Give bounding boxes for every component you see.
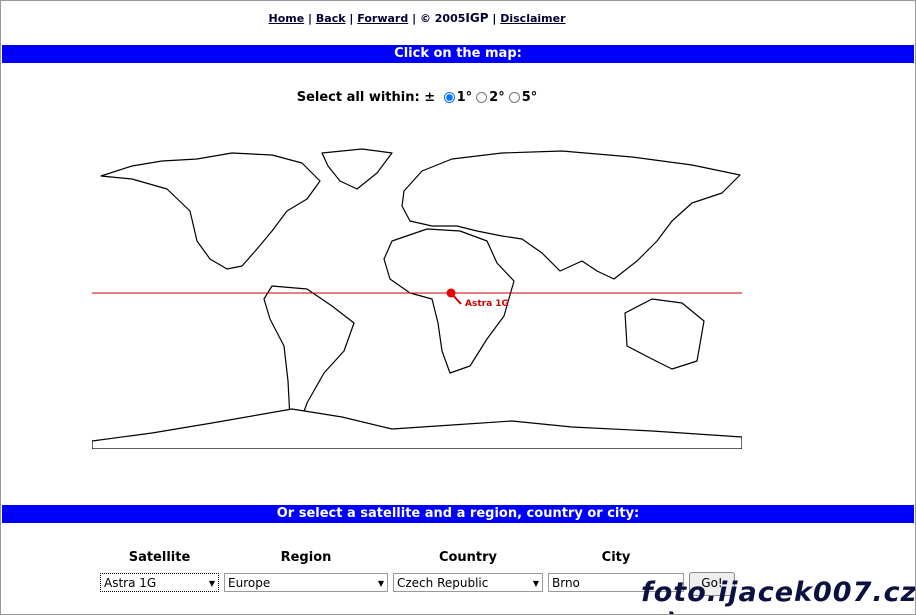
nav-link[interactable]: Disclaimer bbox=[500, 12, 566, 25]
radio-button[interactable] bbox=[476, 92, 488, 103]
continent bbox=[624, 298, 705, 370]
brand: IGP bbox=[465, 11, 489, 25]
field-label: Satellite bbox=[128, 550, 191, 565]
select-value: Astra 1G bbox=[104, 576, 157, 590]
radio-button[interactable] bbox=[508, 92, 520, 103]
city-input[interactable]: Brno bbox=[548, 573, 684, 592]
select-value: Czech Republic bbox=[397, 576, 489, 590]
separator: | bbox=[349, 12, 354, 25]
field-label: City bbox=[601, 550, 631, 565]
continent bbox=[401, 150, 741, 280]
nav-link[interactable]: Forward bbox=[357, 12, 409, 25]
radio-label: 1° bbox=[456, 90, 473, 105]
copyright: © 2005 bbox=[419, 12, 466, 25]
satellite-marker bbox=[446, 288, 456, 298]
region-select[interactable]: Europe ▼ bbox=[224, 573, 388, 592]
separator: | bbox=[308, 12, 313, 25]
country-select[interactable]: Czech Republic ▼ bbox=[393, 573, 543, 592]
go-button[interactable]: Go! bbox=[689, 572, 735, 596]
field-label: Region bbox=[280, 550, 332, 565]
separator: | bbox=[412, 12, 417, 25]
continent bbox=[263, 285, 355, 424]
continent bbox=[100, 152, 321, 270]
field-label: Country bbox=[438, 550, 498, 565]
radio-label: 5° bbox=[521, 90, 538, 105]
dropdown-arrow: ▼ bbox=[208, 579, 215, 588]
watermark: foto.ijacek007.cz :-) bbox=[641, 577, 916, 614]
separator: | bbox=[492, 12, 497, 25]
input-value: Brno bbox=[552, 576, 580, 590]
nav-link[interactable]: Back bbox=[315, 12, 346, 25]
world-map[interactable]: Astra 1G bbox=[92, 141, 742, 449]
continent bbox=[92, 408, 742, 449]
nav-link[interactable]: Home bbox=[268, 12, 305, 25]
radio-button[interactable] bbox=[443, 92, 455, 103]
dropdown-arrow: ▼ bbox=[532, 579, 539, 588]
radius-select: Select all within: ± 1° 2° 5° bbox=[1, 90, 833, 105]
continent bbox=[321, 148, 393, 190]
nav-bar: Home | Back | Forward | © 2005IGP | Disc… bbox=[1, 11, 833, 25]
dropdown-arrow: ▼ bbox=[377, 579, 384, 588]
continent bbox=[383, 228, 515, 374]
select-value: Europe bbox=[228, 576, 271, 590]
radio-label: 2° bbox=[489, 90, 505, 105]
satellite-label: Astra 1G bbox=[465, 299, 509, 309]
label: Select all within: ± bbox=[296, 90, 436, 105]
satellite-select[interactable]: Astra 1G ▼ bbox=[100, 573, 219, 592]
banner: Or select a satellite and a region, coun… bbox=[2, 505, 914, 523]
banner: Click on the map: bbox=[2, 45, 914, 63]
